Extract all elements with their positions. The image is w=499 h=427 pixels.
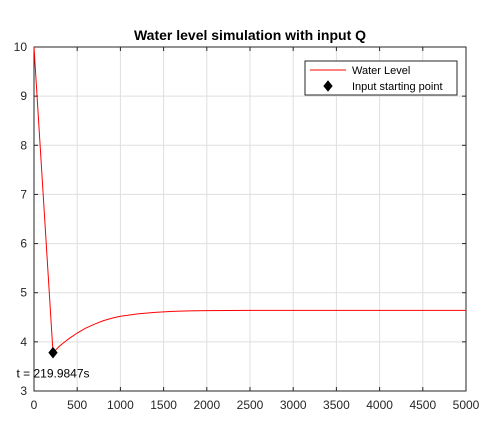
x-tick-label: 4500	[409, 398, 436, 412]
x-tick-labels: 0 500 1000 1500 2000 2500 3000 3500 4000 4500 5000	[31, 398, 480, 412]
x-tick-label: 2500	[237, 398, 264, 412]
legend-marker-swatch	[323, 80, 333, 92]
y-tick-label: 6	[20, 237, 27, 251]
legend-label-water-level: Water Level	[352, 65, 410, 77]
chart-title: Water level simulation with input Q	[134, 27, 366, 43]
y-tick-label: 7	[20, 187, 27, 201]
legend-label-input-starting-point: Input starting point	[352, 81, 443, 93]
series-layer	[33, 46, 466, 359]
x-tick-label: 5000	[453, 398, 480, 412]
x-tick-label: 3000	[280, 398, 307, 412]
y-tick-label: 4	[20, 335, 27, 349]
y-tick-label: 10	[14, 40, 28, 54]
y-tick-labels: 3 4 5 6 7 8 9 10	[14, 40, 28, 398]
y-tick-label: 5	[20, 286, 27, 300]
annotation-layer: t = 219.9847s	[16, 367, 89, 381]
input-time-annotation: t = 219.9847s	[16, 367, 89, 381]
x-tick-label: 2000	[193, 398, 220, 412]
x-tick-label: 1000	[107, 398, 134, 412]
x-tick-label: 0	[31, 398, 38, 412]
x-tick-label: 1500	[150, 398, 177, 412]
x-tick-label: 3500	[323, 398, 350, 412]
x-tick-label: 4000	[366, 398, 393, 412]
input-starting-point-marker	[48, 346, 58, 359]
y-tick-label: 3	[20, 384, 27, 398]
x-tick-label: 500	[67, 398, 87, 412]
y-tick-label: 9	[20, 89, 27, 103]
legend-box	[304, 60, 458, 96]
tick-marks	[33, 46, 467, 392]
legend: Water Level Input starting point	[304, 60, 458, 96]
y-tick-label: 8	[20, 138, 27, 152]
water-level-line	[33, 46, 466, 354]
